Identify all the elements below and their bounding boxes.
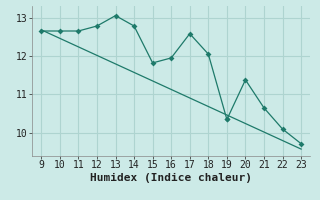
X-axis label: Humidex (Indice chaleur): Humidex (Indice chaleur) <box>90 173 252 183</box>
